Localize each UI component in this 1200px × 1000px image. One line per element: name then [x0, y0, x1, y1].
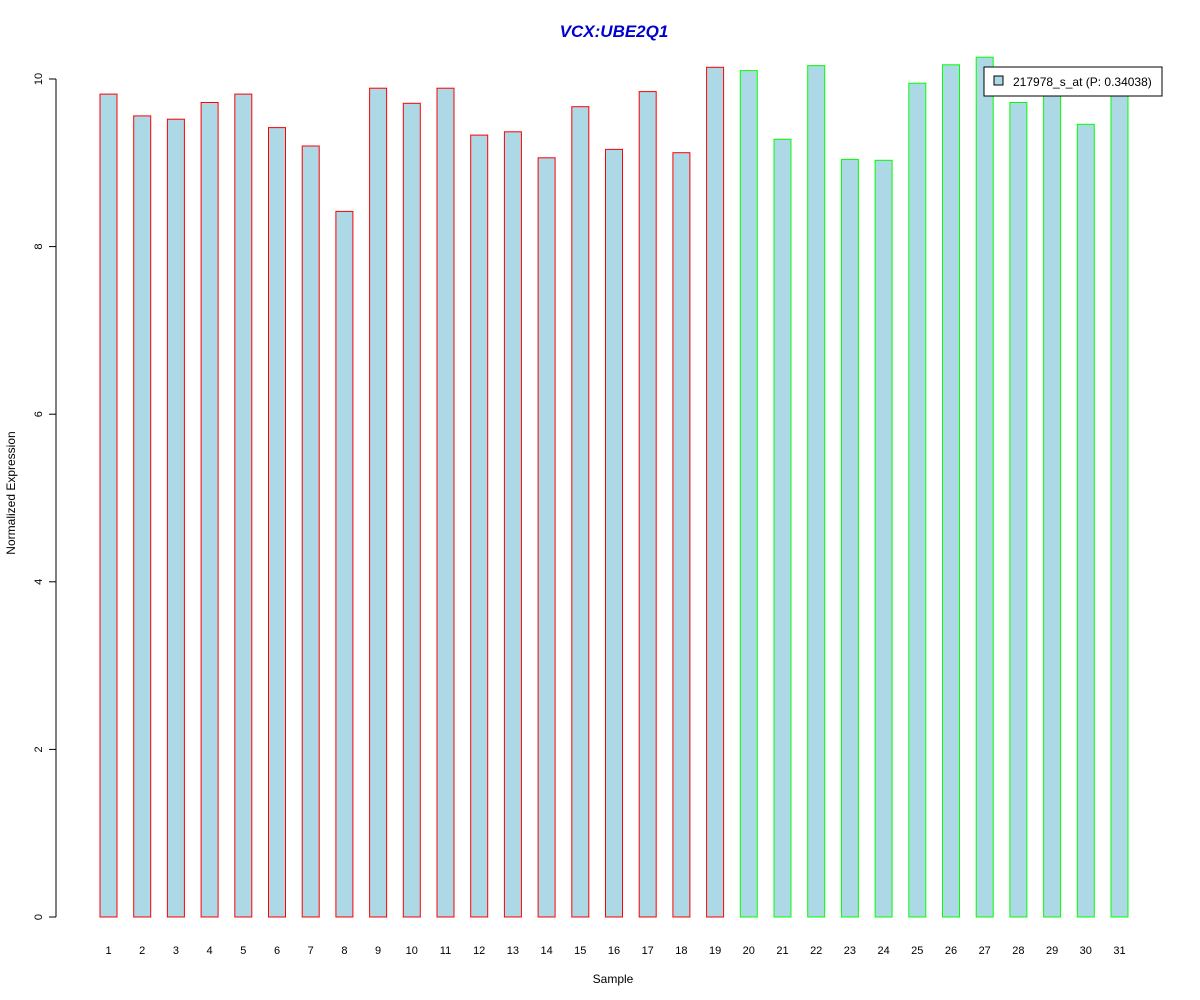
bar-sample-23	[840, 158, 859, 918]
legend-label: 217978_s_at (P: 0.34038)	[1013, 75, 1152, 89]
bar-sample-28	[1009, 102, 1028, 918]
bar-sample-3	[166, 118, 185, 918]
x-tick-label: 24	[877, 945, 889, 957]
x-tick-label: 15	[574, 945, 586, 957]
bars-group	[99, 56, 1129, 918]
legend-swatch	[993, 75, 1004, 86]
x-tick-label: 27	[979, 945, 991, 957]
bar-sample-31	[1110, 86, 1129, 918]
bar-sample-27	[975, 56, 994, 918]
x-tick-label: 11	[440, 945, 451, 957]
legend-box	[983, 66, 1163, 97]
x-tick-label: 8	[341, 945, 347, 957]
x-tick-label: 1	[105, 945, 111, 957]
x-tick-label: 20	[743, 945, 755, 957]
bar-sample-13	[503, 131, 522, 918]
x-tick-label: 21	[776, 945, 788, 957]
y-tick-label: 0	[33, 914, 45, 920]
y-tick-label: 4	[33, 579, 45, 585]
x-tick-label: 2	[139, 945, 145, 957]
bar-sample-8	[335, 210, 354, 918]
x-tick-label: 18	[675, 945, 687, 957]
x-tick-label: 6	[274, 945, 280, 957]
y-tick-label: 8	[33, 244, 45, 250]
y-tick-label: 10	[33, 73, 45, 85]
x-axis-title: Sample	[593, 972, 634, 986]
x-tick-label: 28	[1012, 945, 1024, 957]
bar-sample-21	[773, 138, 792, 918]
x-tick-label: 16	[608, 945, 620, 957]
x-tick-label: 9	[375, 945, 381, 957]
x-tick-label: 30	[1080, 945, 1092, 957]
x-tick-label: 23	[844, 945, 856, 957]
x-tick-label: 19	[709, 945, 721, 957]
bar-sample-29	[1043, 86, 1062, 918]
x-tick-label: 25	[911, 945, 923, 957]
x-axis-ticks: 1 2 3 4 5 6 7 8 9 10 11 12 13 14 15 16 17 18 19 20 21 22 23 24 2…	[105, 945, 1125, 957]
bar-sample-12	[470, 134, 489, 918]
bar-sample-14	[537, 157, 556, 918]
bar-sample-16	[605, 148, 623, 918]
x-tick-label: 10	[406, 945, 418, 957]
x-tick-label: 17	[642, 945, 654, 957]
y-axis: 0 2 4 6 8 10	[33, 73, 57, 920]
y-axis-title: Normalized Expression	[4, 431, 18, 554]
bar-sample-19	[706, 66, 725, 918]
x-tick-label: 13	[507, 945, 519, 957]
bar-sample-24	[874, 159, 893, 918]
x-tick-label: 3	[173, 945, 179, 957]
bar-sample-20	[739, 70, 758, 918]
x-tick-label: 31	[1113, 945, 1125, 957]
bar-sample-25	[908, 82, 927, 918]
bar-sample-1	[99, 93, 118, 918]
x-tick-label: 12	[473, 945, 485, 957]
x-tick-label: 14	[540, 945, 552, 957]
legend: 217978_s_at (P: 0.34038)	[983, 66, 1163, 97]
bar-sample-15	[571, 106, 590, 918]
bar-sample-6	[268, 127, 286, 918]
bar-sample-10	[402, 102, 421, 918]
x-tick-label: 5	[240, 945, 246, 957]
chart-title: VCX:UBE2Q1	[560, 22, 669, 41]
bar-sample-18	[672, 152, 691, 918]
y-tick-label: 2	[33, 746, 45, 752]
bar-sample-2	[133, 115, 152, 918]
x-tick-label: 29	[1046, 945, 1058, 957]
y-tick-label: 6	[33, 411, 45, 417]
bar-sample-5	[234, 93, 253, 918]
bar-sample-17	[638, 91, 657, 918]
x-tick-label: 26	[945, 945, 957, 957]
bar-sample-7	[301, 145, 320, 918]
bar-sample-4	[200, 102, 219, 918]
bar-sample-9	[369, 87, 388, 918]
x-tick-label: 7	[308, 945, 314, 957]
bar-sample-22	[807, 65, 826, 918]
bar-sample-26	[942, 64, 960, 918]
x-tick-label: 4	[207, 945, 213, 957]
bar-sample-30	[1076, 123, 1095, 918]
bar-sample-11	[436, 87, 455, 918]
x-tick-label: 22	[810, 945, 822, 957]
